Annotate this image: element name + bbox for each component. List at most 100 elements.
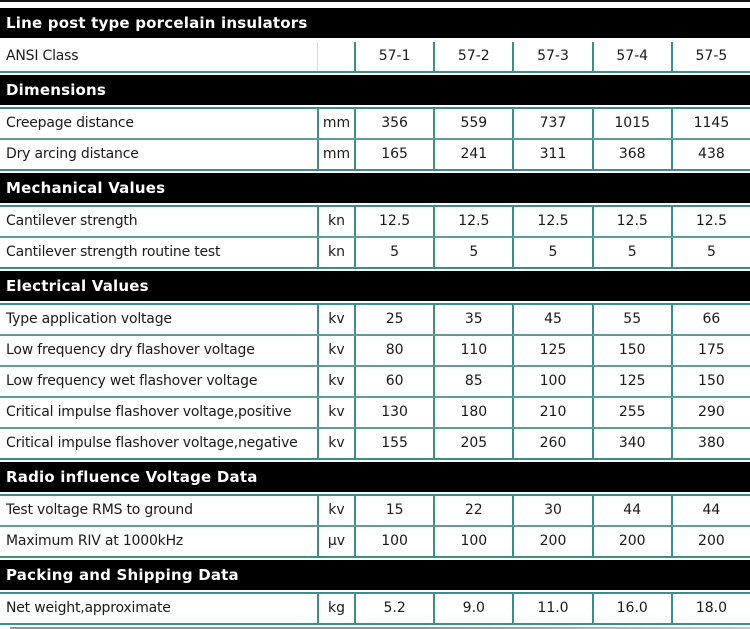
value-cell: 737	[512, 109, 591, 138]
value-cell: 165	[354, 140, 433, 169]
value-cell: 5	[670, 238, 750, 267]
unit-cell: μv	[317, 527, 354, 556]
value-cell: 15	[354, 496, 433, 525]
value-cell: 100	[433, 527, 512, 556]
table-row-maximum-riv: Maximum RIV at 1000kHz μv 100 100 200 20…	[0, 525, 750, 556]
row-label: Cantilever strength	[6, 213, 138, 229]
row-label: Maximum RIV at 1000kHz	[6, 533, 184, 549]
unit-cell: kv	[317, 305, 354, 334]
value-cell: 255	[591, 398, 671, 427]
unit-cell: kv	[317, 496, 354, 525]
value-cell: 11.0	[512, 594, 591, 623]
value-cell: 5.2	[354, 594, 433, 623]
table-row-ansi-class: ANSI Class 57-1 57-2 57-3 57-4 57-5	[0, 42, 750, 71]
value-cell: 12.5	[433, 207, 512, 236]
value-cell: 180	[433, 398, 512, 427]
value-cell: 35	[433, 305, 512, 334]
value-cell: 12.5	[512, 207, 591, 236]
ansi-class-block: ANSI Class 57-1 57-2 57-3 57-4 57-5	[0, 40, 750, 73]
table-row-cantilever-strength-routine-test: Cantilever strength routine test kn 5 5 …	[0, 236, 750, 267]
value-cell: 200	[670, 527, 750, 556]
row-label: Test voltage RMS to ground	[6, 502, 193, 518]
section-rows-mechanical-values: Cantilever strength kn 12.5 12.5 12.5 12…	[0, 205, 750, 269]
section-rows-packing-shipping: Net weight,approximate kg 5.2 9.0 11.0 1…	[0, 592, 750, 625]
table-row-low-frequency-dry-flashover: Low frequency dry flashover voltage kv 8…	[0, 334, 750, 365]
top-border-line	[0, 0, 750, 2]
table-row-test-voltage-rms: Test voltage RMS to ground kv 15 22 30 4…	[0, 496, 750, 525]
unit-cell: kn	[317, 207, 354, 236]
value-cell: 125	[591, 367, 671, 396]
table-row-critical-impulse-negative: Critical impulse flashover voltage,negat…	[0, 427, 750, 458]
value-cell: 44	[591, 496, 671, 525]
table-row-net-weight: Net weight,approximate kg 5.2 9.0 11.0 1…	[0, 594, 750, 623]
value-cell: 559	[433, 109, 512, 138]
section-rows-dimensions: Creepage distance mm 356 559 737 1015 11…	[0, 107, 750, 171]
value-cell: 80	[354, 336, 433, 365]
row-label: Low frequency dry flashover voltage	[6, 342, 255, 358]
unit-cell: kv	[317, 398, 354, 427]
section-header-mechanical-values: Mechanical Values	[0, 173, 750, 203]
value-cell: 5	[512, 238, 591, 267]
value-cell: 5	[354, 238, 433, 267]
value-cell: 380	[670, 429, 750, 458]
value-cell: 55	[591, 305, 671, 334]
unit-cell: kv	[317, 367, 354, 396]
value-cell: 12.5	[354, 207, 433, 236]
value-cell: 290	[670, 398, 750, 427]
value-cell: 340	[591, 429, 671, 458]
value-cell: 1015	[591, 109, 671, 138]
row-label: Type application voltage	[6, 311, 172, 327]
table-row-low-frequency-wet-flashover: Low frequency wet flashover voltage kv 6…	[0, 365, 750, 396]
value-cell: 66	[670, 305, 750, 334]
value-cell: 25	[354, 305, 433, 334]
unit-cell: kn	[317, 238, 354, 267]
value-cell: 125	[512, 336, 591, 365]
value-cell: 130	[354, 398, 433, 427]
value-cell: 100	[354, 527, 433, 556]
table-row-cantilever-strength: Cantilever strength kn 12.5 12.5 12.5 12…	[0, 207, 750, 236]
page-title: Line post type porcelain insulators	[0, 8, 750, 38]
value-cell: 150	[591, 336, 671, 365]
value-cell: 12.5	[591, 207, 671, 236]
bottom-cutoff-bar	[10, 627, 750, 629]
value-cell: 100	[512, 367, 591, 396]
value-cell: 356	[354, 109, 433, 138]
row-label: Critical impulse flashover voltage,negat…	[6, 435, 298, 451]
value-cell: 150	[670, 367, 750, 396]
section-header-radio-influence: Radio influence Voltage Data	[0, 462, 750, 492]
value-cell: 12.5	[670, 207, 750, 236]
value-cell: 57-5	[670, 42, 750, 71]
table-row-type-application-voltage: Type application voltage kv 25 35 45 55 …	[0, 305, 750, 334]
section-header-packing-shipping: Packing and Shipping Data	[0, 560, 750, 590]
value-cell: 200	[591, 527, 671, 556]
value-cell: 57-1	[354, 42, 433, 71]
value-cell: 5	[591, 238, 671, 267]
row-label: Creepage distance	[6, 115, 134, 131]
value-cell: 22	[433, 496, 512, 525]
value-cell: 205	[433, 429, 512, 458]
table-row-dry-arcing-distance: Dry arcing distance mm 165 241 311 368 4…	[0, 138, 750, 169]
value-cell: 18.0	[670, 594, 750, 623]
value-cell: 44	[670, 496, 750, 525]
value-cell: 368	[591, 140, 671, 169]
row-label: Dry arcing distance	[6, 146, 139, 162]
value-cell: 155	[354, 429, 433, 458]
row-label: Low frequency wet flashover voltage	[6, 373, 258, 389]
value-cell: 260	[512, 429, 591, 458]
value-cell: 9.0	[433, 594, 512, 623]
value-cell: 85	[433, 367, 512, 396]
section-header-electrical-values: Electrical Values	[0, 271, 750, 301]
row-label: Cantilever strength routine test	[6, 244, 221, 260]
unit-cell	[317, 42, 354, 71]
value-cell: 175	[670, 336, 750, 365]
row-label: Net weight,approximate	[6, 600, 171, 616]
value-cell: 200	[512, 527, 591, 556]
unit-cell: kv	[317, 336, 354, 365]
value-cell: 30	[512, 496, 591, 525]
unit-cell: kv	[317, 429, 354, 458]
value-cell: 210	[512, 398, 591, 427]
value-cell: 1145	[670, 109, 750, 138]
value-cell: 57-4	[591, 42, 671, 71]
value-cell: 311	[512, 140, 591, 169]
